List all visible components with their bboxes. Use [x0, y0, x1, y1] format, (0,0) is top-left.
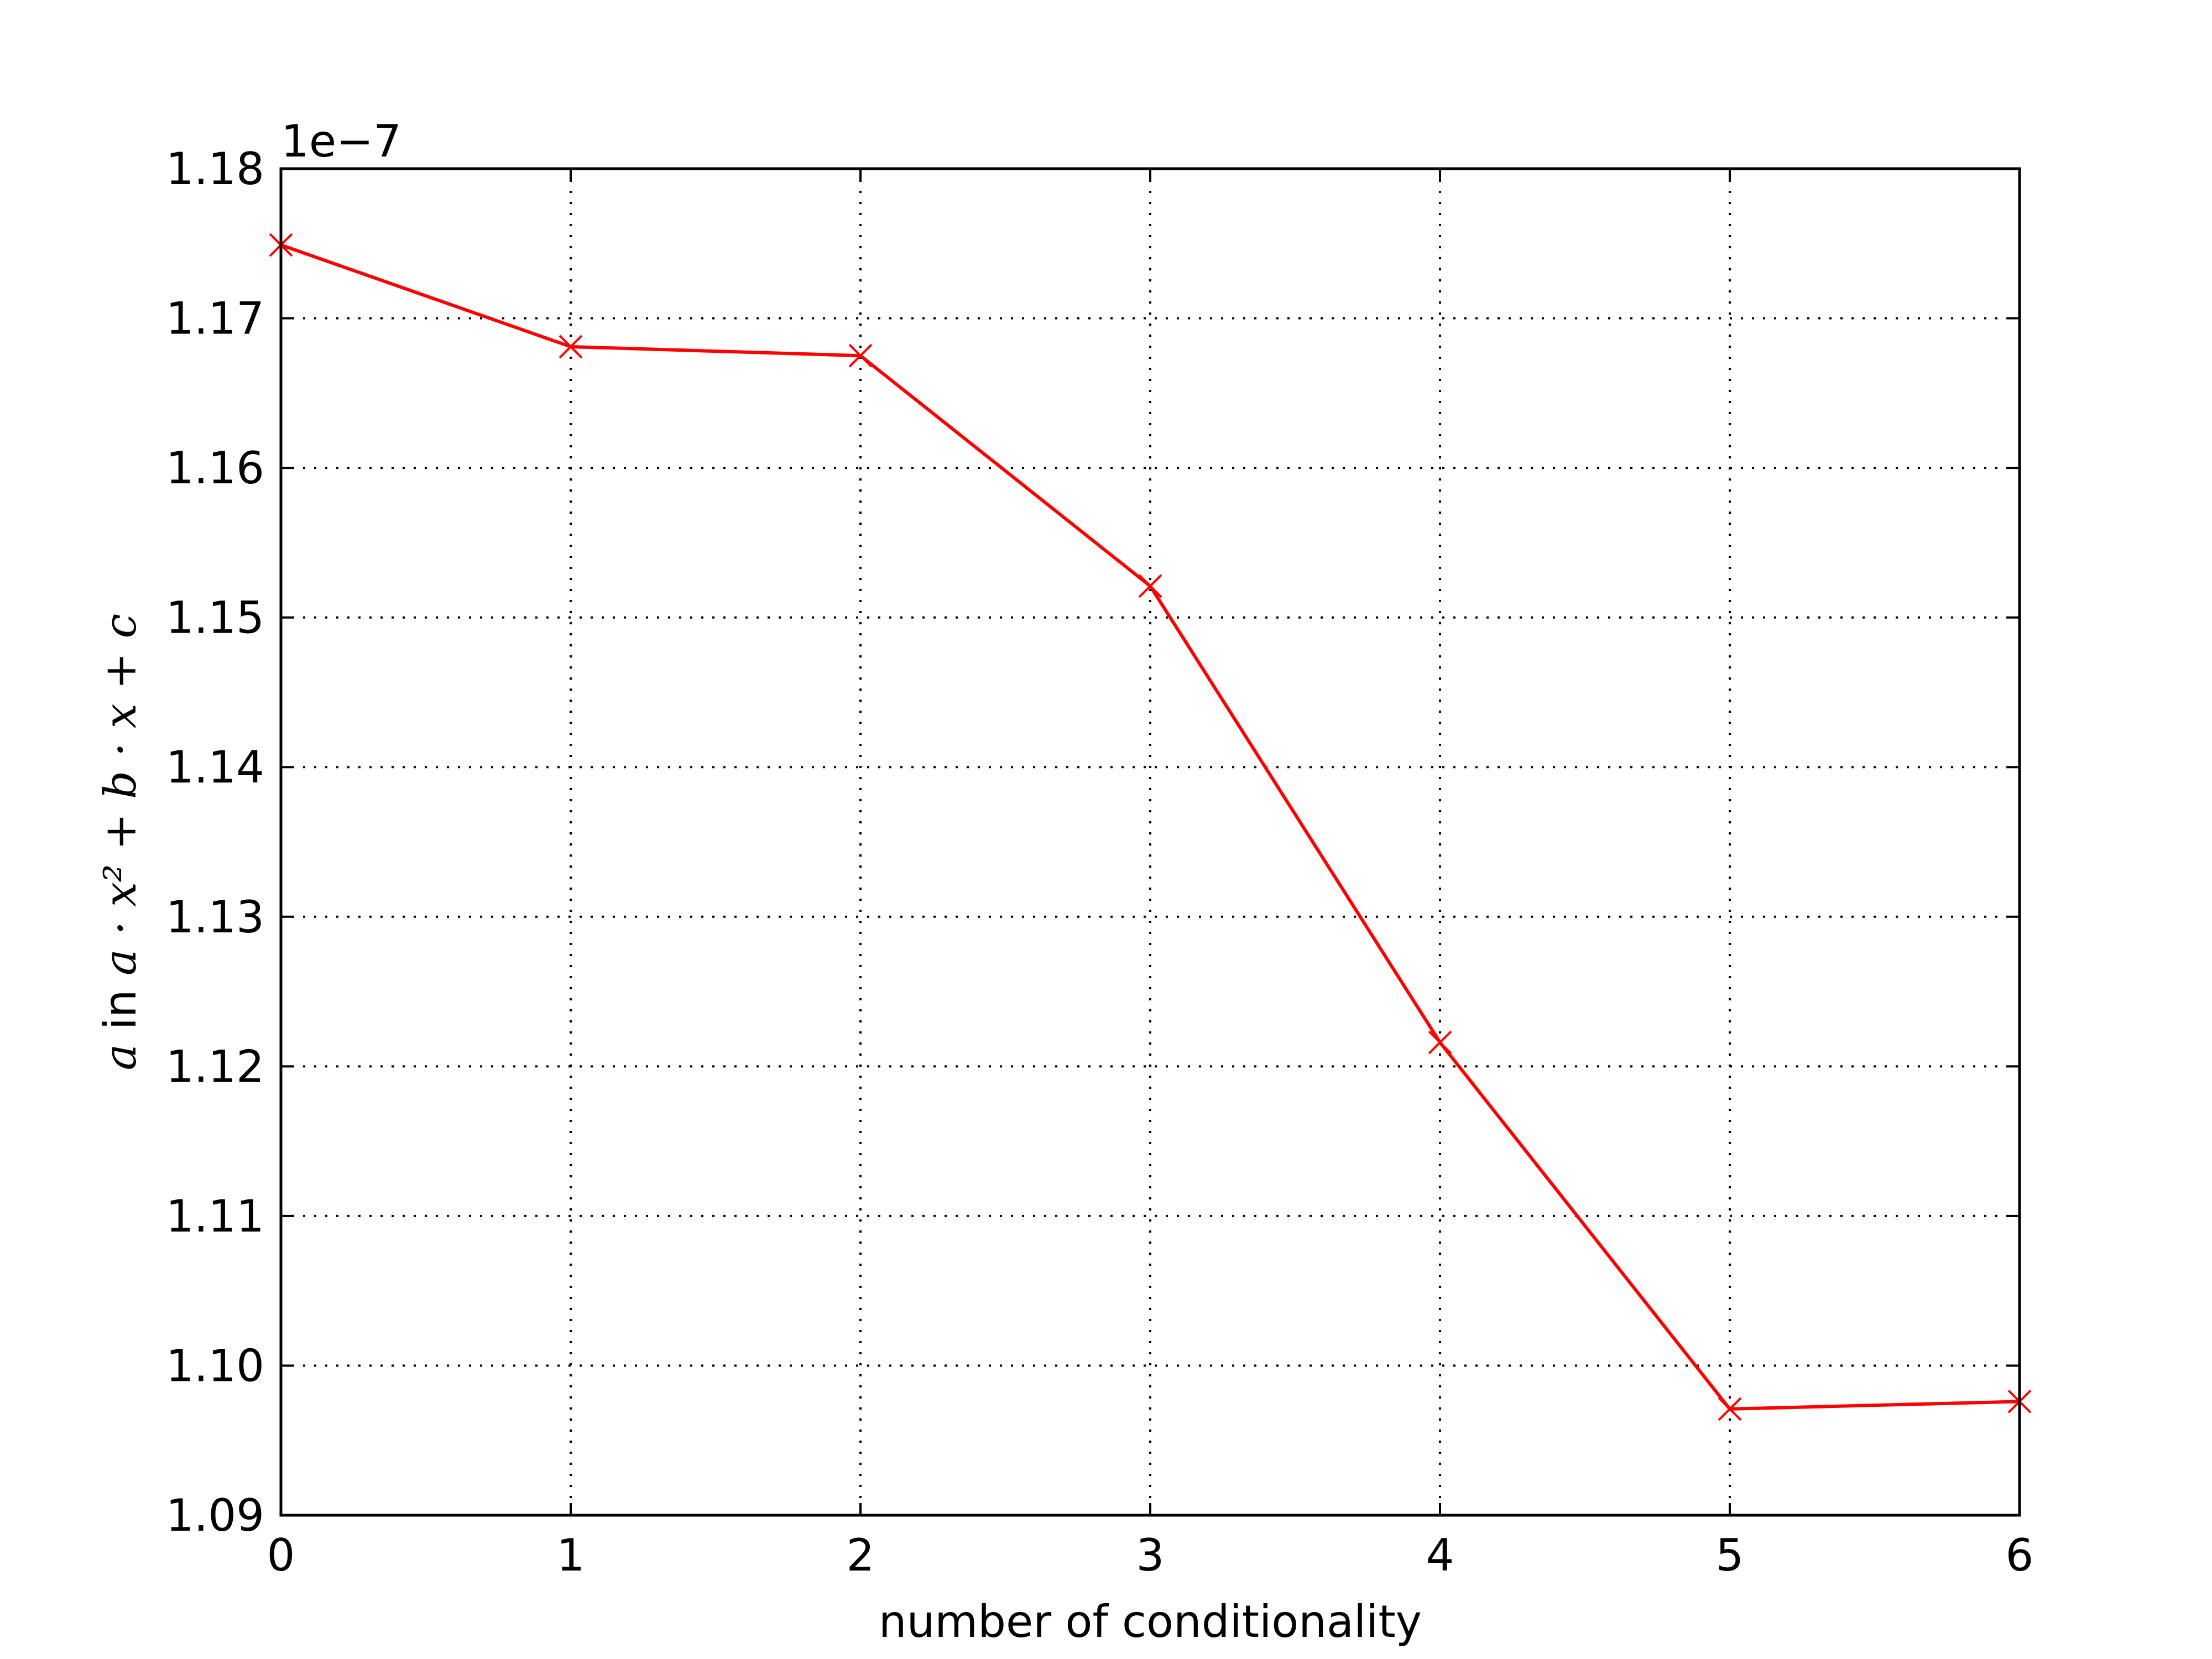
x-tick-label: 6 [2006, 1530, 2034, 1581]
y-axis-label: a in a · x² + b · x + c [95, 614, 146, 1071]
data-point-marker [559, 335, 583, 359]
y-tick-label: 1.14 [166, 742, 264, 793]
y-tick-label: 1.15 [166, 592, 264, 644]
y-tick-label: 1.16 [166, 442, 264, 494]
y-tick-label: 1.17 [166, 293, 264, 345]
ticks [280, 168, 2021, 1516]
y-tick-label: 1.12 [166, 1041, 264, 1092]
y-tick-label: 1.13 [166, 891, 264, 943]
y-offset-label: 1e−7 [281, 116, 401, 167]
y-tick-label: 1.18 [166, 143, 264, 195]
x-tick-label: 1 [557, 1530, 585, 1581]
x-tick-label: 0 [267, 1530, 295, 1581]
y-axis-label-expression: a · x² + b · x + c [95, 614, 146, 975]
plot-frame [279, 167, 2021, 1517]
x-tick-label: 2 [847, 1530, 875, 1581]
data-point-marker [1138, 574, 1162, 598]
y-axis-label-in: in [95, 975, 146, 1044]
x-tick-label: 5 [1716, 1530, 1744, 1581]
x-tick-label: 4 [1426, 1530, 1454, 1581]
y-tick-labels: 1.09 1.10 1.11 1.12 1.13 1.14 1.15 1.16 1.17 1.18 [166, 143, 264, 1541]
data-point-marker [848, 343, 873, 368]
y-axis-label-variable: a [95, 1044, 146, 1071]
series-line [280, 243, 2020, 1411]
x-tick-labels: 0 1 2 3 4 5 6 [267, 1530, 2034, 1581]
grid [280, 168, 2021, 1516]
y-tick-label: 1.11 [166, 1191, 264, 1242]
y-tick-label: 1.10 [166, 1340, 264, 1391]
y-tick-label: 1.09 [166, 1490, 264, 1541]
data-point-marker [1428, 1030, 1452, 1055]
series-layer [269, 233, 2032, 1421]
x-tick-label: 3 [1136, 1530, 1165, 1581]
x-axis-label: number of conditionality [879, 1596, 1422, 1647]
data-point-marker [1718, 1397, 1742, 1421]
